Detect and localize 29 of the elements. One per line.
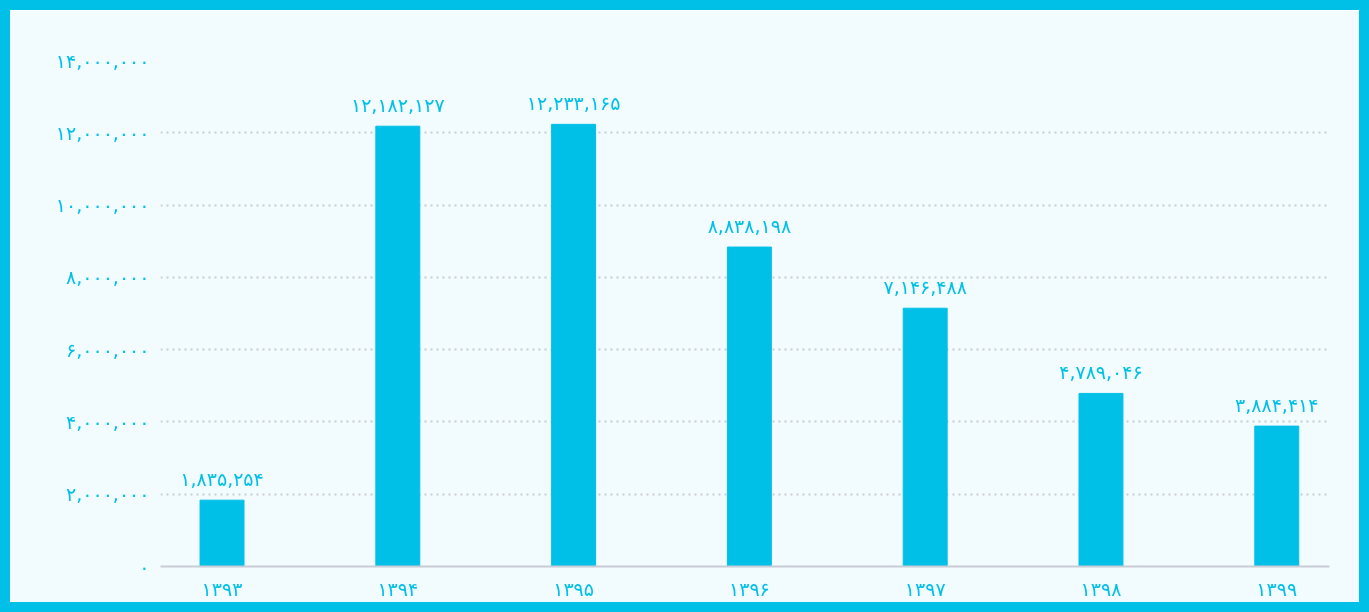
bar bbox=[551, 123, 597, 567]
x-tick-label: ۱۳۹۶ bbox=[728, 577, 770, 600]
y-tick-label: ۴,۰۰۰,۰۰۰ bbox=[65, 410, 150, 433]
y-tick-label: ۸,۰۰۰,۰۰۰ bbox=[65, 266, 150, 289]
y-tick-label: ۶,۰۰۰,۰۰۰ bbox=[65, 338, 150, 361]
y-tick-label: ۱۴,۰۰۰,۰۰۰ bbox=[55, 49, 150, 72]
bar bbox=[375, 125, 421, 567]
data-label: ۳,۸۸۴,۴۱۴ bbox=[1235, 394, 1319, 417]
y-tick-label: ۰ bbox=[139, 555, 150, 578]
bar bbox=[1254, 425, 1300, 567]
x-tick-label: ۱۳۹۳ bbox=[201, 577, 243, 600]
y-tick-label: ۱۲,۰۰۰,۰۰۰ bbox=[55, 121, 150, 144]
data-label: ۱۲,۲۳۳,۱۶۵ bbox=[526, 92, 621, 115]
data-label: ۷,۱۴۶,۴۸۸ bbox=[883, 276, 967, 299]
data-label: ۸,۸۳۸,۱۹۸ bbox=[707, 215, 792, 238]
data-label: ۱,۸۳۵,۲۵۴ bbox=[180, 468, 264, 491]
x-tick-label: ۱۳۹۷ bbox=[904, 577, 946, 600]
x-tick-label: ۱۳۹۹ bbox=[1256, 577, 1298, 600]
bar bbox=[902, 307, 948, 567]
y-tick-label: ۱۰,۰۰۰,۰۰۰ bbox=[55, 194, 150, 217]
bar bbox=[1078, 392, 1124, 567]
x-tick-label: ۱۳۹۸ bbox=[1080, 577, 1122, 600]
bar bbox=[726, 246, 772, 567]
x-tick-label: ۱۳۹۴ bbox=[377, 577, 419, 600]
y-tick-label: ۲,۰۰۰,۰۰۰ bbox=[65, 483, 150, 506]
data-label: ۴,۷۸۹,۰۴۶ bbox=[1059, 361, 1143, 384]
bar bbox=[199, 499, 245, 567]
data-label: ۱۲,۱۸۲,۱۲۷ bbox=[350, 94, 445, 117]
x-tick-label: ۱۳۹۵ bbox=[553, 577, 595, 600]
